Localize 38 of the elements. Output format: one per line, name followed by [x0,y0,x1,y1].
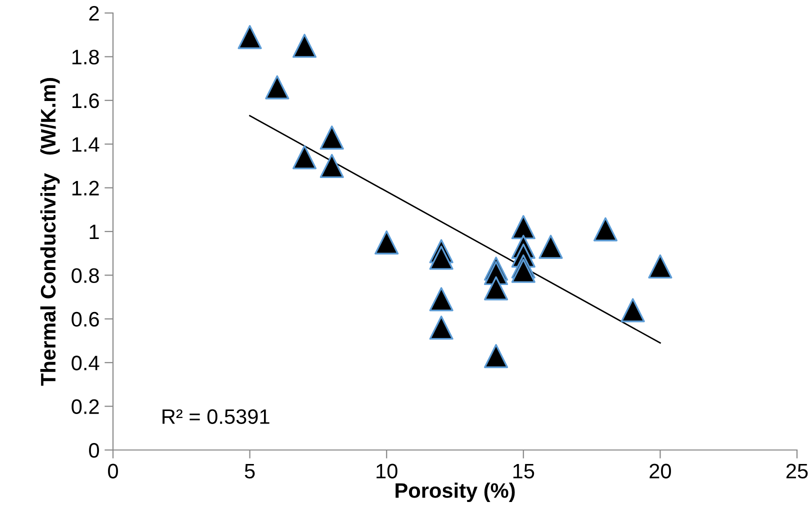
y-axis-title: Thermal Conductivity (W/K.m) [40,78,60,386]
y-tick-label: 0.8 [72,268,99,283]
x-tick-label: 5 [244,464,255,478]
point [429,287,454,312]
point [429,246,454,270]
y-tick-label: 1 [90,224,99,240]
y-tick-label: 1.4 [72,137,100,152]
y-tick-label: 1.8 [72,50,99,64]
point [265,75,290,100]
point [292,34,317,58]
point [320,126,344,150]
point [648,254,672,278]
point [484,344,508,368]
point [511,258,536,283]
y-tick-label: 0.2 [72,399,99,414]
y-tick-label: 1.2 [72,180,99,196]
x-axis-title: Porosity (%) [396,482,515,502]
y-tick-label: 0 [89,443,99,458]
point [292,145,317,170]
point [238,25,262,50]
point [511,215,536,240]
x-tick-label: 15 [513,464,534,478]
point [429,316,454,340]
point [374,230,399,254]
x-tick-label: 10 [376,464,398,478]
point [593,217,618,242]
point [320,154,344,178]
y-tick-label: 0.6 [72,312,99,327]
annotation: R² = 0.5391 [162,409,270,424]
x-tick-label: 20 [650,464,671,478]
y-tick-label: 2 [89,6,99,21]
point [538,234,563,259]
point [484,276,508,300]
x-tick-label: 25 [786,464,808,478]
y-tick-label: 0.4 [72,356,100,370]
point [620,298,645,322]
y-tick-label: 1.6 [72,93,99,108]
x-tick-label: 0 [108,464,118,478]
